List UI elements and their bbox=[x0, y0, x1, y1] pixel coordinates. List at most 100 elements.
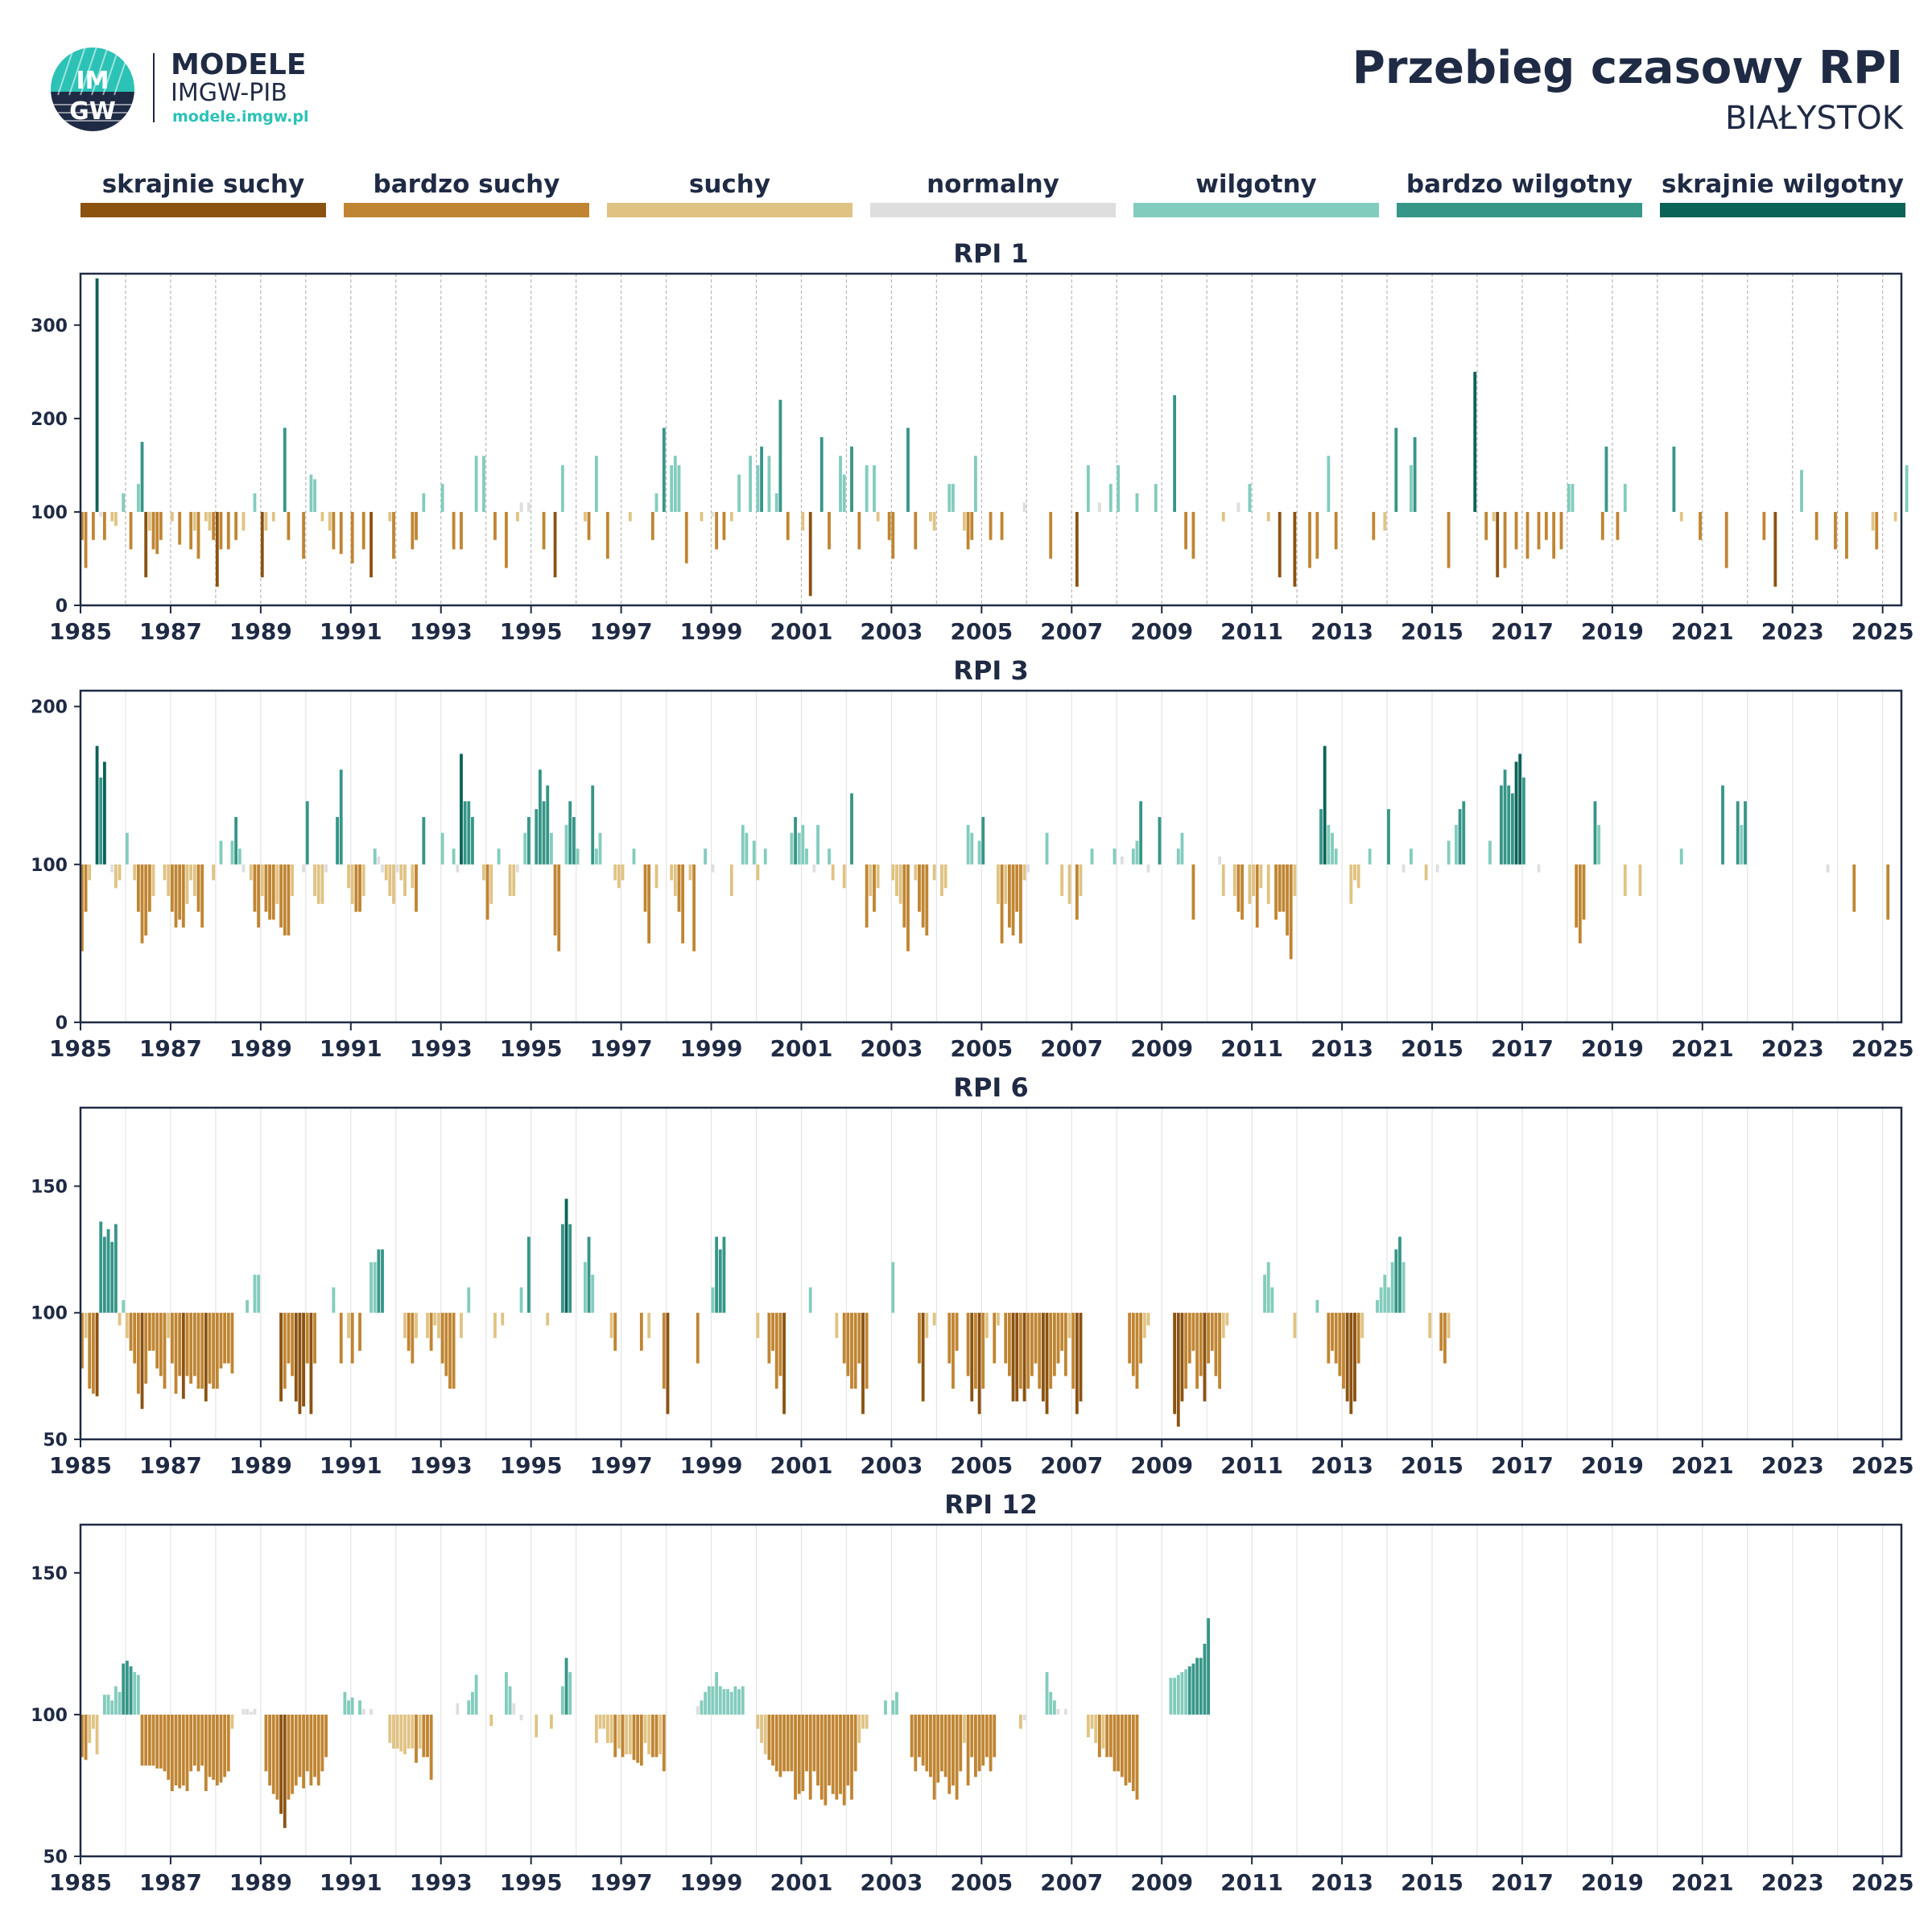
rpi-bar bbox=[692, 864, 696, 952]
rpi-bar bbox=[895, 1691, 898, 1715]
y-tick-label: 150 bbox=[31, 1177, 68, 1197]
legend-item: skrajnie suchy bbox=[80, 165, 326, 221]
rpi-bar bbox=[151, 1312, 155, 1351]
rpi-bar bbox=[144, 1312, 148, 1384]
rpi-bar bbox=[828, 848, 831, 865]
rpi-bar bbox=[763, 848, 767, 865]
rpi-bar bbox=[298, 1714, 302, 1777]
rpi-bar bbox=[489, 864, 493, 904]
rpi-bar bbox=[219, 511, 223, 550]
chart-panel: RPI 12 50 100 150 1985 1987 1989 1991 1993 1995 19… bbox=[31, 1489, 1914, 1896]
rpi-bar bbox=[1499, 785, 1503, 865]
rpi-bar bbox=[670, 864, 674, 881]
x-tick-label: 2015 bbox=[1401, 618, 1463, 645]
rpi-bar bbox=[415, 864, 418, 912]
y-tick-label: 0 bbox=[56, 597, 68, 617]
rpi-bar bbox=[797, 832, 801, 865]
rpi-bar bbox=[1015, 864, 1019, 912]
rpi-bar bbox=[163, 1312, 167, 1389]
rpi-bar bbox=[140, 864, 144, 943]
rpi-bar bbox=[1018, 1312, 1022, 1389]
x-tick-label: 2003 bbox=[860, 1035, 923, 1062]
rpi-bar bbox=[873, 464, 876, 512]
rpi-bar bbox=[718, 1249, 722, 1313]
rpi-bar bbox=[1278, 864, 1282, 912]
x-tick-label: 1993 bbox=[410, 1035, 473, 1062]
rpi-bar bbox=[891, 1700, 895, 1715]
rpi-bar bbox=[647, 1312, 651, 1339]
rpi-bar bbox=[1097, 502, 1101, 512]
rpi-bar bbox=[1600, 511, 1604, 540]
x-tick-label: 2005 bbox=[950, 1035, 1013, 1062]
rpi-bar bbox=[760, 1714, 763, 1744]
x-tick-label: 2017 bbox=[1491, 1035, 1554, 1062]
rpi-bar bbox=[869, 864, 873, 897]
rpi-bar bbox=[460, 1312, 463, 1339]
rpi-bar bbox=[1492, 511, 1496, 522]
rpi-bar bbox=[125, 1312, 129, 1339]
x-tick-label: 1997 bbox=[590, 1869, 653, 1896]
rpi-bar bbox=[1004, 1312, 1008, 1364]
rpi-bar bbox=[102, 762, 106, 865]
rpi-bar bbox=[1383, 511, 1387, 531]
rpi-bar bbox=[147, 1312, 151, 1351]
rpi-bar bbox=[605, 511, 609, 559]
rpi-bar bbox=[782, 1714, 786, 1772]
rpi-bar bbox=[95, 1714, 99, 1755]
rpi-bar bbox=[1015, 1312, 1019, 1402]
rpi-bar bbox=[921, 864, 925, 928]
rpi-bar bbox=[1169, 1678, 1173, 1715]
rpi-bar bbox=[129, 1666, 133, 1715]
rpi-bar bbox=[1131, 1312, 1135, 1377]
rpi-bar bbox=[309, 1312, 313, 1414]
rpi-bar bbox=[1097, 1714, 1101, 1757]
rpi-bar bbox=[482, 456, 485, 512]
rpi-bar bbox=[403, 1312, 407, 1339]
rpi-bar bbox=[151, 511, 155, 550]
rpi-bar bbox=[617, 864, 621, 889]
rpi-bar bbox=[1022, 1714, 1026, 1720]
rpi-bar bbox=[373, 848, 377, 865]
rpi-bar bbox=[947, 484, 952, 512]
rpi-bar bbox=[1721, 785, 1724, 865]
rpi-bar bbox=[1086, 1714, 1090, 1738]
legend-item: bardzo suchy bbox=[344, 165, 589, 221]
rpi-bar bbox=[246, 1300, 250, 1313]
x-tick-label: 1999 bbox=[680, 618, 743, 645]
rpi-bar bbox=[925, 864, 929, 936]
x-tick-label: 1995 bbox=[500, 618, 563, 645]
rpi-bar bbox=[350, 1312, 354, 1364]
rpi-bar bbox=[1443, 1312, 1447, 1364]
rpi-bar bbox=[230, 1714, 234, 1729]
rpi-bar bbox=[110, 864, 114, 873]
rpi-bar bbox=[1826, 864, 1830, 873]
rpi-bar bbox=[1544, 511, 1548, 540]
rpi-bar bbox=[1252, 864, 1255, 897]
rpi-bar bbox=[1248, 864, 1252, 904]
legend-label: wilgotny bbox=[1195, 170, 1317, 199]
rpi-bar bbox=[767, 1714, 771, 1761]
rpi-bar bbox=[1597, 824, 1601, 865]
rpi-bar bbox=[1108, 1714, 1113, 1757]
rpi-bar bbox=[167, 1312, 171, 1339]
rpi-bar bbox=[1191, 511, 1195, 559]
rpi-bar bbox=[1571, 484, 1575, 512]
rpi-bar bbox=[1372, 511, 1376, 540]
rpi-bar bbox=[212, 1312, 216, 1389]
rpi-bar bbox=[381, 864, 384, 873]
rpi-bar bbox=[527, 1236, 530, 1313]
rpi-bar bbox=[460, 511, 463, 550]
rpi-bar bbox=[906, 427, 910, 512]
rpi-bar bbox=[279, 864, 283, 928]
rpi-bar bbox=[1345, 1312, 1349, 1402]
rpi-bar bbox=[1390, 1261, 1394, 1313]
rpi-bar bbox=[392, 511, 395, 559]
brand-url[interactable]: modele.imgw.pl bbox=[172, 108, 309, 126]
rpi-bar bbox=[399, 1714, 403, 1752]
y-tick-label: 50 bbox=[43, 1847, 68, 1868]
x-tick-label: 2001 bbox=[770, 1452, 833, 1479]
rpi-bar bbox=[861, 1714, 865, 1729]
rpi-bar bbox=[839, 456, 842, 512]
rpi-bar bbox=[639, 1714, 643, 1766]
rpi-bar bbox=[1458, 809, 1462, 865]
